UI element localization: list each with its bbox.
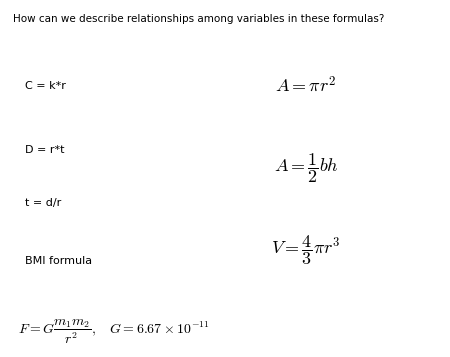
Text: BMI formula: BMI formula — [25, 256, 92, 266]
Text: $A = \dfrac{1}{2}bh$: $A = \dfrac{1}{2}bh$ — [274, 151, 338, 185]
Text: D = r*t: D = r*t — [25, 145, 64, 155]
Text: How can we describe relationships among variables in these formulas?: How can we describe relationships among … — [13, 14, 384, 24]
Text: C = k*r: C = k*r — [25, 81, 66, 91]
Text: $V = \dfrac{4}{3}\pi r^3$: $V = \dfrac{4}{3}\pi r^3$ — [271, 233, 341, 267]
Text: t = d/r: t = d/r — [25, 198, 61, 208]
Text: $A = \pi r^2$: $A = \pi r^2$ — [275, 76, 337, 96]
Text: $F = G\dfrac{m_1 m_2}{r^2},\quad G = 6.67\times10^{-11}$: $F = G\dfrac{m_1 m_2}{r^2},\quad G = 6.6… — [18, 318, 210, 346]
